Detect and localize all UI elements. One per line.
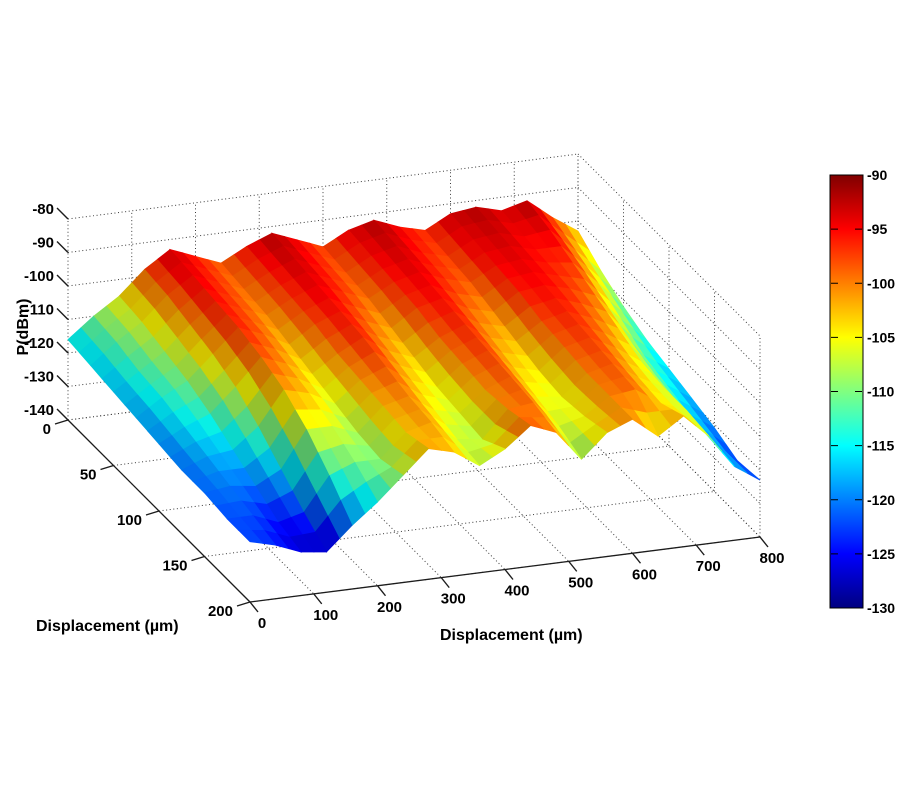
- svg-text:-80: -80: [32, 201, 54, 218]
- colorbar: -90 -95 -100 -105 -110 -115 -120 -125 -130: [829, 167, 895, 616]
- svg-text:800: 800: [759, 550, 784, 567]
- svg-text:150: 150: [162, 558, 187, 575]
- y-axis-label: Displacement (µm): [36, 618, 179, 635]
- svg-text:-120: -120: [24, 335, 54, 352]
- svg-text:-90: -90: [867, 167, 887, 183]
- z-axis-label: P(dBm): [15, 298, 32, 356]
- svg-text:100: 100: [117, 512, 142, 529]
- svg-text:-90: -90: [32, 235, 54, 252]
- svg-text:400: 400: [504, 583, 529, 600]
- svg-text:300: 300: [441, 591, 466, 608]
- svg-text:-110: -110: [25, 302, 54, 319]
- x-axis-label: Displacement (µm): [440, 627, 583, 644]
- svg-text:-140: -140: [24, 402, 54, 419]
- svg-text:600: 600: [632, 566, 657, 583]
- tick-labels: -80 -90 -100 -110 -120 -130 -140 0 50 100 150 200 0 1…: [24, 201, 785, 632]
- svg-text:-120: -120: [867, 492, 895, 508]
- svg-text:200: 200: [208, 603, 233, 620]
- svg-text:-115: -115: [867, 438, 894, 454]
- surface-mesh: [67, 200, 761, 553]
- svg-text:100: 100: [313, 607, 338, 624]
- svg-text:-130: -130: [867, 600, 895, 616]
- svg-text:-130: -130: [24, 369, 54, 386]
- svg-text:0: 0: [43, 421, 51, 438]
- svg-text:-95: -95: [867, 221, 887, 237]
- svg-text:-100: -100: [867, 275, 895, 291]
- svg-text:0: 0: [258, 615, 266, 632]
- svg-text:700: 700: [696, 558, 721, 575]
- svg-text:-105: -105: [867, 329, 895, 345]
- svg-text:200: 200: [377, 599, 402, 616]
- svg-text:-110: -110: [867, 384, 894, 400]
- svg-text:-100: -100: [24, 268, 54, 285]
- svg-text:-125: -125: [867, 546, 895, 562]
- tick-marks: [54, 207, 769, 613]
- svg-text:50: 50: [80, 467, 97, 484]
- svg-text:500: 500: [568, 574, 593, 591]
